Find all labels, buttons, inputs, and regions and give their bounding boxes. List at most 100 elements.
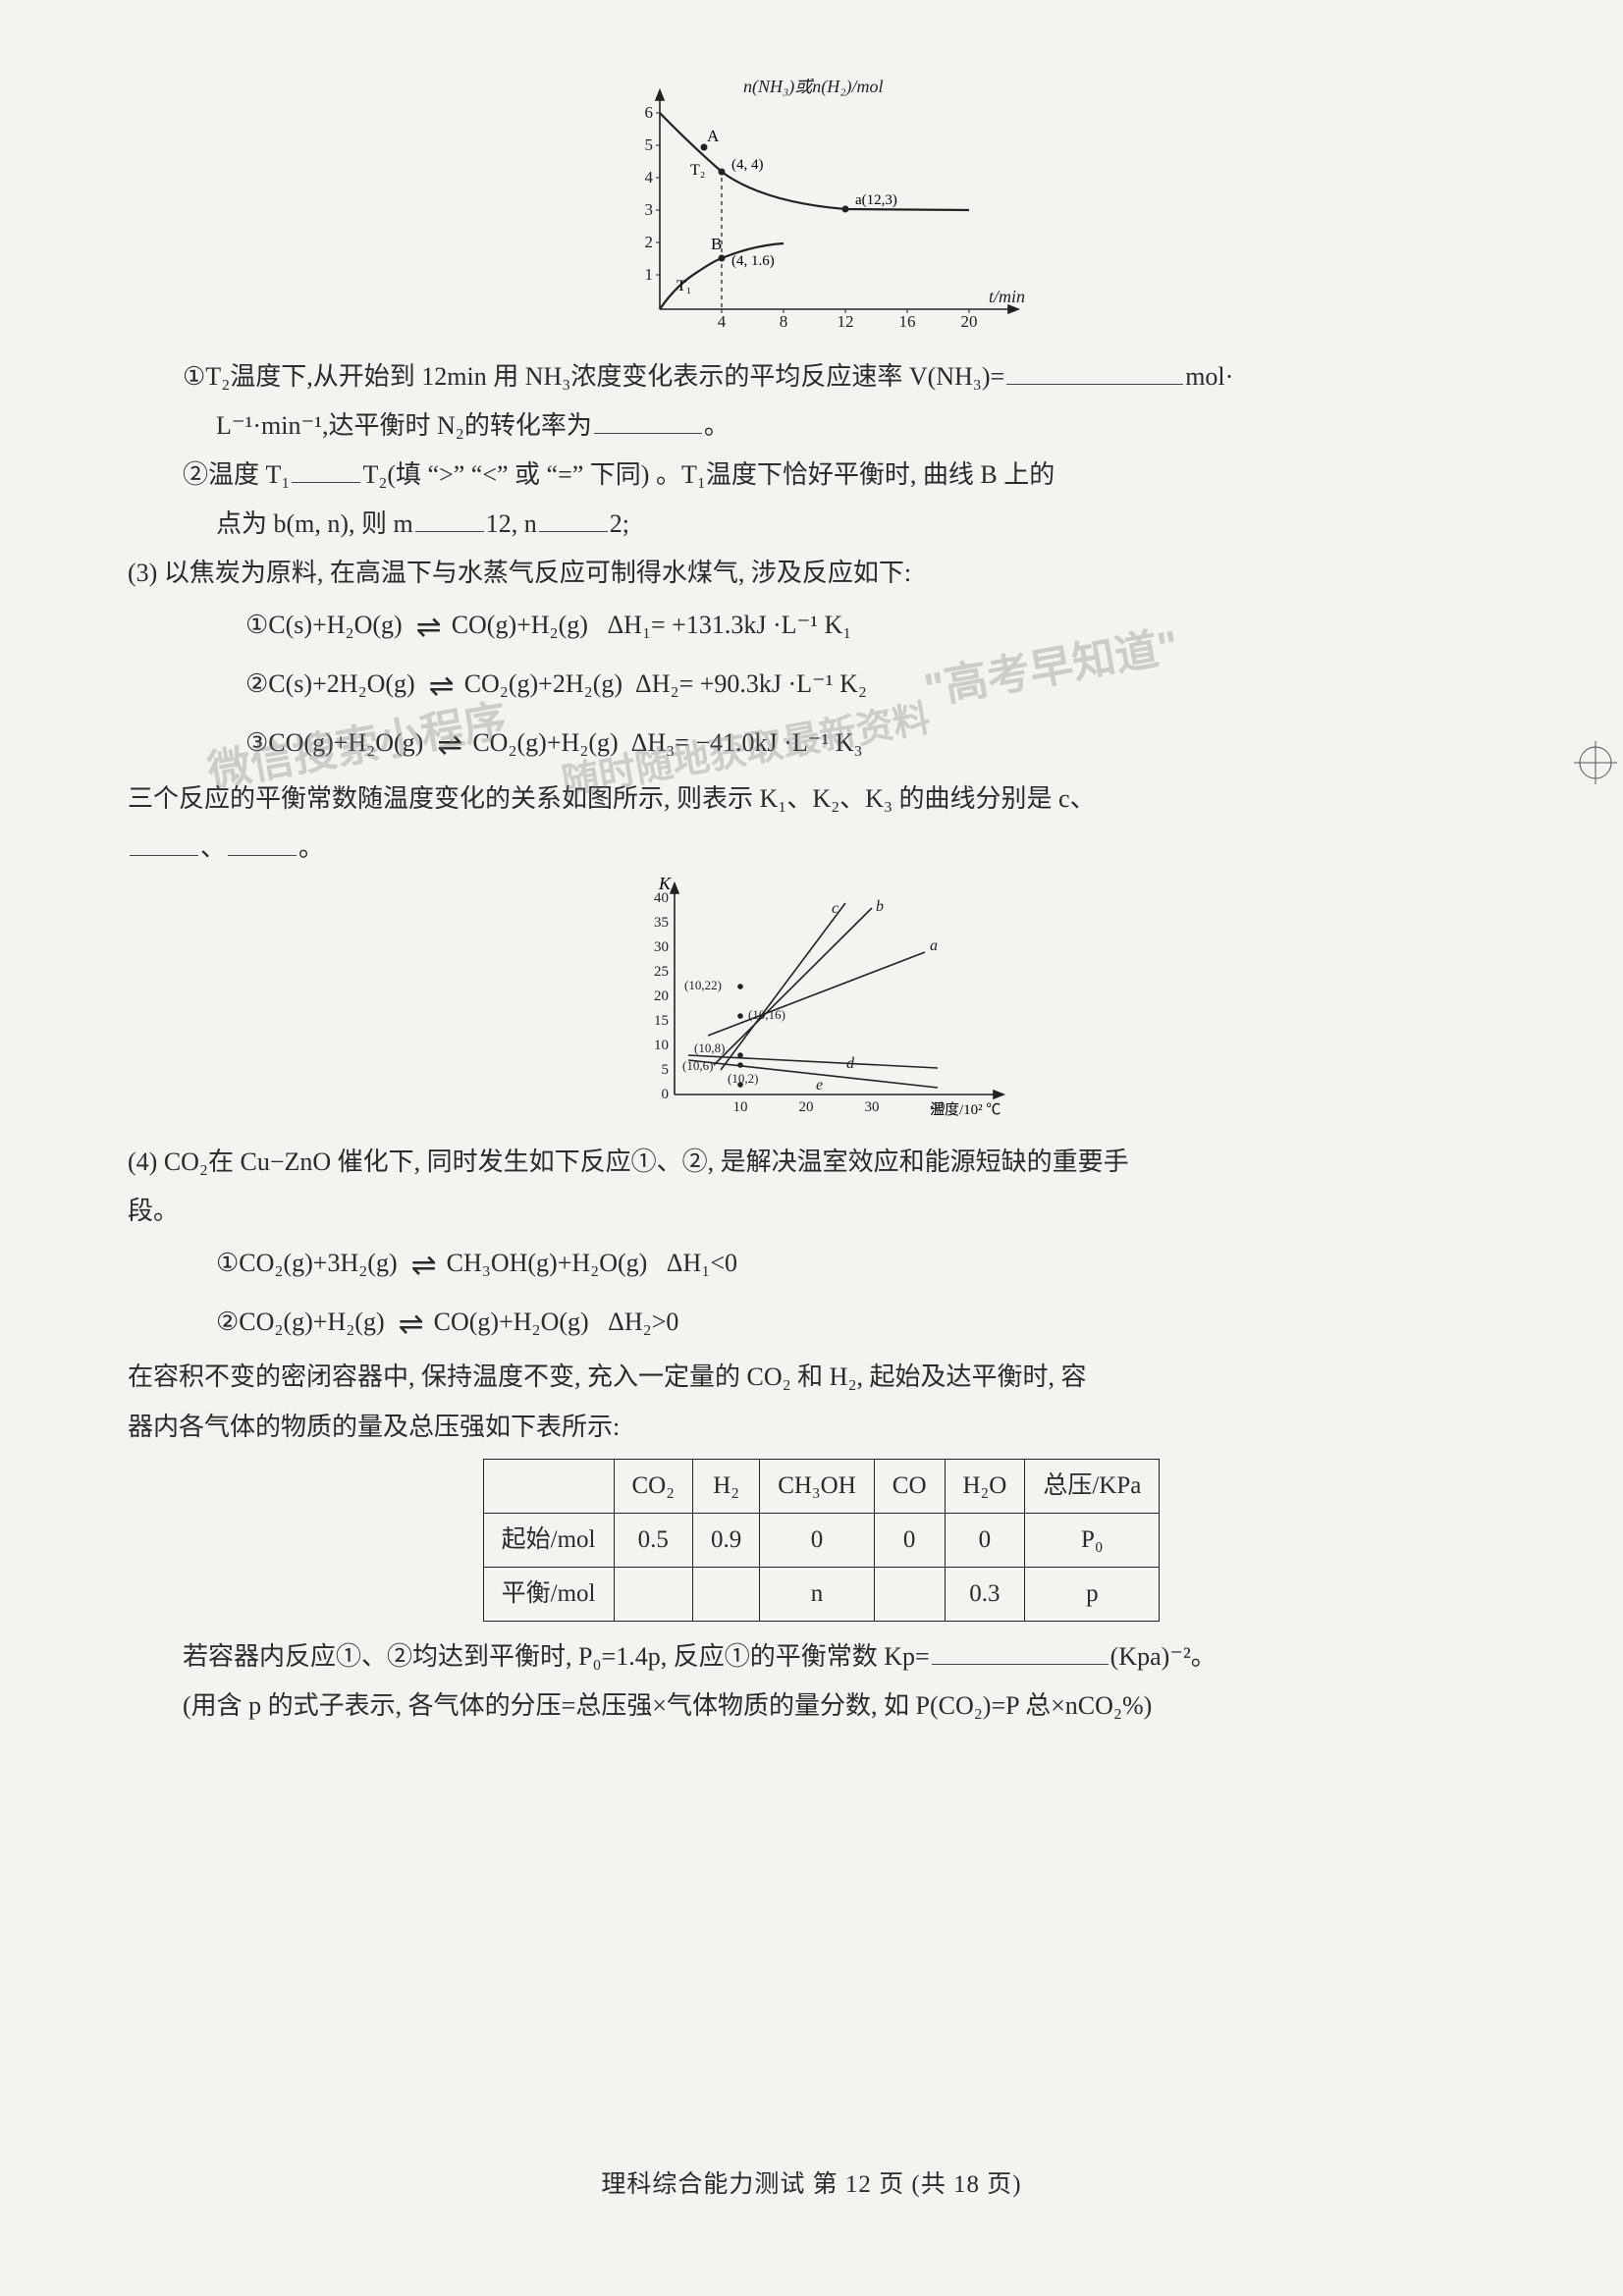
svg-text:a: a	[930, 937, 938, 954]
reaction-3: ③CO(g)+H₂O(g) CO₂(g)+H₂(g) ΔH₃= −41.0kJ ·…	[128, 717, 1515, 774]
svg-text:(4, 1.6): (4, 1.6)	[731, 253, 775, 269]
blank-n[interactable]	[539, 507, 608, 532]
r3-lhs: ③CO(g)+H₂O(g)	[245, 728, 423, 757]
q1-text-a: ①T₂温度下,从开始到 12min 用 NH₃浓度变化表示的平均反应速率 V(N…	[183, 362, 1004, 391]
svg-text:6: 6	[644, 103, 653, 122]
svg-text:1: 1	[644, 265, 653, 284]
svg-text:(10,2): (10,2)	[728, 1071, 758, 1086]
table-row: 起始/mol 0.5 0.9 0 0 0 P₀	[483, 1513, 1160, 1567]
equilibrium-arrow	[423, 717, 472, 774]
svg-text:25: 25	[654, 964, 669, 980]
q4-tail1-unit: (Kpa)⁻²。	[1110, 1642, 1217, 1671]
cell: 0	[760, 1513, 875, 1567]
svg-text:d: d	[846, 1055, 855, 1072]
crop-mark-icon	[1574, 741, 1617, 784]
cell: p	[1025, 1568, 1160, 1622]
equilibrium-arrow	[398, 1237, 447, 1294]
q4-tail2: (用含 p 的式子表示, 各气体的分压=总压强×气体物质的量分数, 如 P(CO…	[128, 1682, 1515, 1730]
q4-head-2: 段。	[128, 1188, 1515, 1235]
svg-text:16: 16	[898, 312, 915, 331]
svg-text:8: 8	[779, 312, 787, 331]
r2-rhs: CO₂(g)+2H₂(g)	[464, 669, 622, 698]
cell: 0.3	[945, 1568, 1025, 1622]
r5-dh: ΔH₂>0	[608, 1308, 678, 1336]
q3-tail-blanks: 、。	[128, 825, 1515, 872]
reaction-4: ①CO₂(g)+3H₂(g)CH₃OH(g)+H₂O(g) ΔH₁<0	[128, 1237, 1515, 1294]
page-footer: 理科综合能力测试 第 12 页 (共 18 页)	[0, 2163, 1623, 2208]
reaction-5: ②CO₂(g)+H₂(g) CO(g)+H₂O(g) ΔH₂>0	[128, 1296, 1515, 1353]
reaction-1: ①C(s)+H₂O(g)CO(g)+H₂(g) ΔH₁= +131.3kJ ·L…	[128, 599, 1515, 656]
k-temp-chart: K 温度/10² ℃ 0 5 10 15 20 25 30 35 40 10 2…	[616, 874, 1028, 1129]
blank-v-nh3[interactable]	[1006, 359, 1183, 385]
svg-text:12: 12	[837, 312, 853, 331]
equilibrium-arrow	[415, 658, 464, 715]
th-ptotal: 总压/KPa	[1025, 1459, 1160, 1513]
svg-text:(10,22): (10,22)	[684, 978, 722, 992]
svg-text:2: 2	[644, 233, 653, 251]
r4-rhs: CH₃OH(g)+H₂O(g)	[447, 1249, 648, 1277]
cell	[874, 1568, 945, 1622]
q1-unit: mol·	[1185, 362, 1233, 391]
svg-text:b: b	[876, 898, 884, 915]
svg-text:30: 30	[864, 1099, 879, 1115]
th-h2o: H₂O	[945, 1459, 1025, 1513]
svg-text:A: A	[707, 127, 720, 145]
gas-table: CO₂ H₂ CH₃OH CO H₂O 总压/KPa 起始/mol 0.5 0.…	[483, 1459, 1161, 1623]
th-blank	[483, 1459, 614, 1513]
q2-line1: ②温度 T₁T₂(填 “>” “<” 或 “=” 下同) 。T₁温度下恰好平衡时…	[128, 452, 1515, 499]
svg-text:T₂: T₂	[690, 162, 705, 179]
r1-lhs: ①C(s)+H₂O(g)	[245, 611, 403, 639]
th-ch3oh: CH₃OH	[760, 1459, 875, 1513]
svg-text:40: 40	[930, 1099, 945, 1115]
q3-head: (3) 以焦炭为原料, 在高温下与水蒸气反应可制得水煤气, 涉及反应如下:	[128, 550, 1515, 597]
th-h2: H₂	[692, 1459, 759, 1513]
r3-rhs: CO₂(g)+H₂(g)	[472, 728, 618, 757]
svg-text:10: 10	[654, 1038, 669, 1053]
table-row: 平衡/mol n 0.3 p	[483, 1568, 1160, 1622]
svg-text:T₁: T₁	[676, 278, 691, 294]
chart1-xlabel: t/min	[989, 287, 1025, 306]
q2-text-d: 12, n	[486, 509, 537, 538]
q4-p2: 器内各气体的物质的量及总压强如下表所示:	[128, 1404, 1515, 1451]
blank-k3-curve[interactable]	[228, 830, 297, 856]
cell: P₀	[1025, 1513, 1160, 1567]
q2-text-a: ②温度 T₁	[183, 460, 290, 489]
q4-tail1-text: 若容器内反应①、②均达到平衡时, P₀=1.4p, 反应①的平衡常数 Kp=	[183, 1642, 930, 1671]
blank-m[interactable]	[415, 507, 484, 532]
q3-period: 。	[298, 833, 324, 862]
r5-lhs: ②CO₂(g)+H₂(g)	[216, 1308, 385, 1336]
chart-1-container: n(NH₃)或n(H₂)/mol t/min 1 2 3 4 5 6 4 8 1…	[128, 79, 1515, 344]
r1-rhs: CO(g)+H₂(g)	[452, 611, 588, 639]
cell: 起始/mol	[483, 1513, 614, 1567]
reaction-2: ②C(s)+2H₂O(g)CO₂(g)+2H₂(g) ΔH₂= +90.3kJ …	[128, 658, 1515, 715]
svg-text:30: 30	[654, 939, 669, 955]
chart-2-container: K 温度/10² ℃ 0 5 10 15 20 25 30 35 40 10 2…	[128, 874, 1515, 1129]
q2-text-e: 2;	[610, 509, 629, 538]
blank-kp[interactable]	[932, 1639, 1109, 1665]
chart1-ylabel: n(NH₃)或n(H₂)/mol	[743, 79, 884, 97]
blank-n2-conv[interactable]	[594, 408, 702, 434]
blank-k2-curve[interactable]	[130, 830, 198, 856]
table-header-row: CO₂ H₂ CH₃OH CO H₂O 总压/KPa	[483, 1459, 1160, 1513]
q1-line1: ①T₂温度下,从开始到 12min 用 NH₃浓度变化表示的平均反应速率 V(N…	[128, 353, 1515, 400]
cell: 平衡/mol	[483, 1568, 614, 1622]
th-co2: CO₂	[614, 1459, 692, 1513]
cell	[614, 1568, 692, 1622]
q4-head-1: (4) CO₂在 Cu−ZnO 催化下, 同时发生如下反应①、②, 是解决温室效…	[128, 1139, 1515, 1186]
svg-text:35: 35	[654, 915, 669, 931]
nh3-chart: n(NH₃)或n(H₂)/mol t/min 1 2 3 4 5 6 4 8 1…	[606, 79, 1038, 344]
svg-text:40: 40	[654, 890, 669, 906]
svg-text:3: 3	[644, 200, 653, 219]
blank-t1t2[interactable]	[292, 457, 360, 483]
svg-text:20: 20	[798, 1099, 813, 1115]
r4-dh: ΔH₁<0	[667, 1249, 737, 1277]
svg-text:20: 20	[654, 988, 669, 1004]
cell	[692, 1568, 759, 1622]
q4-p1: 在容积不变的密闭容器中, 保持温度不变, 充入一定量的 CO₂ 和 H₂, 起始…	[128, 1354, 1515, 1401]
r3-dh: ΔH₃= −41.0kJ ·L⁻¹ K₃	[631, 728, 863, 757]
r5-rhs: CO(g)+H₂O(g)	[434, 1308, 589, 1336]
svg-text:(10,16): (10,16)	[748, 1007, 785, 1022]
svg-text:15: 15	[654, 1013, 669, 1029]
q2-text-c: 点为 b(m, n), 则 m	[216, 509, 413, 538]
svg-text:10: 10	[732, 1099, 747, 1115]
